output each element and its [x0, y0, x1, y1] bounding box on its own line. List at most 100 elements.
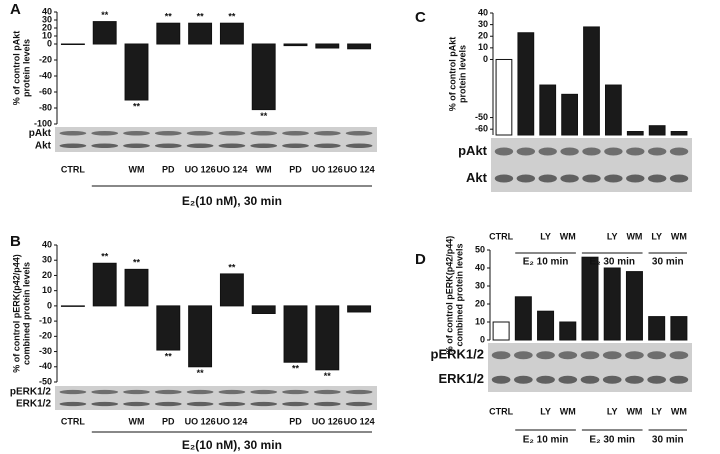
blot-band [625, 375, 644, 384]
x-tick-label: WM [256, 164, 272, 174]
bar [156, 22, 181, 45]
x-tick-label: UO 126 [185, 416, 216, 426]
x-tick-label: PD [289, 416, 302, 426]
group-label: E₂ 30 min [589, 257, 635, 268]
x-tick-label: LY [540, 406, 551, 416]
blot-band [516, 147, 536, 156]
y-tick-label: 10 [475, 316, 485, 326]
blot-band [91, 143, 119, 148]
y-tick-label: 20 [478, 31, 488, 41]
x-tick-label: LY [540, 231, 551, 241]
y-tick-label: 20 [475, 298, 485, 308]
blot-label: pAkt [29, 128, 52, 139]
y-tick-label: 30 [475, 280, 485, 290]
blot-band [186, 401, 214, 407]
bar [559, 321, 577, 341]
x-tick-label: PD [289, 164, 302, 174]
x-tick-label: WM [626, 406, 642, 416]
blot-label: ERK1/2 [438, 371, 484, 386]
blot-band [625, 351, 644, 360]
significance-label: ** [133, 258, 141, 268]
y-tick-label: -20 [39, 54, 52, 64]
blot-band [558, 375, 578, 384]
bar [625, 271, 643, 341]
blot-band [91, 389, 119, 395]
blot-band [647, 375, 667, 384]
group-label: 30 min [652, 257, 684, 268]
blot-band [313, 143, 341, 148]
blot-band [123, 389, 150, 395]
y-axis-label: % of control pERK(p42/p44) [444, 236, 454, 355]
bar [251, 43, 276, 111]
blot-band [604, 174, 623, 183]
blot-band [154, 389, 182, 395]
bar [124, 43, 149, 101]
x-tick-label: UO 124 [344, 164, 375, 174]
bar [517, 32, 535, 136]
blot-band [250, 389, 278, 395]
blot-band [514, 351, 533, 360]
blot-band [580, 351, 600, 360]
x-tick-label: LY [607, 231, 618, 241]
x-tick-label: PD [162, 416, 175, 426]
panel-letter: C [415, 9, 426, 26]
blot-label: pAkt [458, 143, 488, 158]
y-tick-label: 50 [475, 244, 485, 254]
y-axis-label: combined protein levels [21, 262, 31, 365]
y-tick-label: 40 [42, 239, 52, 249]
y-tick-label: -60 [39, 86, 52, 96]
bar [537, 310, 555, 341]
x-tick-label: LY [651, 231, 662, 241]
blot-band [313, 401, 341, 407]
bar [219, 22, 244, 45]
y-tick-label: 10 [478, 42, 488, 52]
y-tick-label: 30 [42, 14, 52, 24]
y-tick-label: -50 [475, 112, 488, 122]
bar [315, 43, 340, 49]
panel-letter: A [10, 1, 21, 18]
y-tick-label: -50 [39, 376, 52, 386]
blot-band [669, 174, 689, 183]
blot [491, 138, 692, 192]
blot-band [282, 143, 309, 148]
y-axis-label: protein levels [21, 39, 31, 97]
blot-band [647, 351, 667, 360]
y-tick-label: 0 [480, 334, 485, 344]
blot-band [218, 131, 246, 136]
blot-band [59, 401, 87, 407]
group-label: E₂(10 nM), 30 min [182, 194, 282, 208]
significance-label: ** [324, 371, 332, 381]
blot-band [250, 131, 278, 136]
blot-band [186, 143, 214, 148]
blot-band [123, 131, 150, 136]
x-tick-label: WM [626, 231, 642, 241]
bar [188, 22, 213, 45]
y-tick-label: 30 [478, 19, 488, 29]
significance-label: ** [101, 252, 109, 262]
blot-band [59, 131, 87, 136]
blot-band [218, 401, 246, 407]
y-tick-label: 20 [42, 22, 52, 32]
blot-band [345, 401, 373, 407]
x-tick-label: UO 126 [312, 416, 343, 426]
blot-label: Akt [466, 170, 488, 185]
x-tick-label: WM [129, 416, 145, 426]
y-tick-label: 0 [483, 54, 488, 64]
bar [283, 305, 308, 363]
blot-label: pERK1/2 [431, 347, 484, 362]
panel-letter: B [10, 233, 21, 250]
blot-band [313, 389, 341, 395]
y-tick-label: -10 [39, 315, 52, 325]
bar [347, 305, 372, 313]
blot-band [494, 174, 514, 183]
y-tick-label: -40 [39, 361, 52, 371]
bar [648, 125, 666, 136]
x-tick-label: CTRL [489, 406, 513, 416]
y-tick-label: 20 [42, 270, 52, 280]
bar [670, 316, 688, 341]
x-tick-label: UO 126 [185, 164, 216, 174]
y-tick-label: 40 [478, 7, 488, 17]
y-axis-label: combined protein levels [454, 243, 464, 346]
group-label: 30 min [652, 435, 684, 446]
